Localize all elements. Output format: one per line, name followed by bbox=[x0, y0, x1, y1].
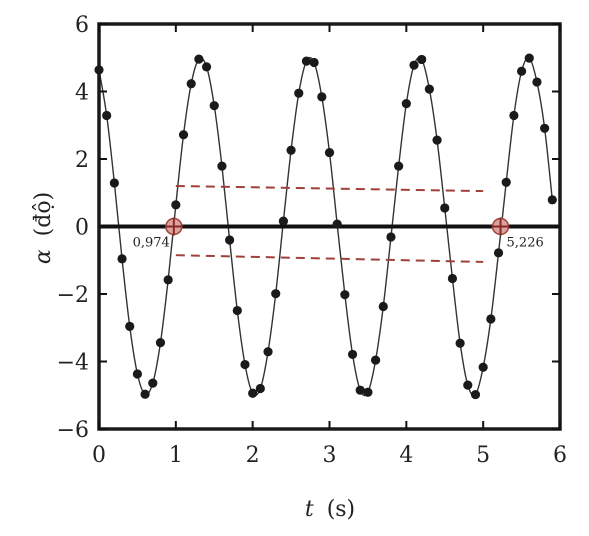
data-point bbox=[286, 145, 296, 155]
data-point bbox=[347, 349, 358, 360]
y-tick-label: −4 bbox=[57, 351, 89, 376]
data-point bbox=[240, 359, 250, 370]
x-axis-unit: (s) bbox=[327, 497, 355, 522]
data-point bbox=[271, 289, 281, 299]
data-point bbox=[516, 66, 527, 76]
data-point bbox=[547, 195, 557, 205]
data-point bbox=[340, 290, 350, 300]
data-point bbox=[324, 147, 335, 158]
data-point bbox=[178, 130, 189, 140]
data-point bbox=[470, 389, 481, 400]
data-point bbox=[217, 161, 227, 171]
reference-lines bbox=[175, 185, 484, 263]
data-point bbox=[447, 273, 458, 284]
y-axis-var: α bbox=[31, 249, 56, 264]
y-tick-label: 2 bbox=[75, 148, 89, 173]
data-point bbox=[155, 338, 166, 348]
data-point bbox=[125, 321, 135, 331]
data-point bbox=[478, 362, 488, 372]
highlight-points: 0,974 5,226 bbox=[133, 217, 544, 251]
y-tick-label: −6 bbox=[57, 418, 89, 443]
data-point bbox=[509, 110, 519, 121]
data-point bbox=[540, 123, 550, 133]
data-point bbox=[201, 62, 212, 72]
data-point bbox=[486, 314, 496, 324]
y-axis-unit: (độ) bbox=[31, 192, 56, 237]
y-tick-label: 4 bbox=[75, 81, 89, 106]
y-tick-label: −2 bbox=[57, 283, 89, 308]
data-point bbox=[278, 216, 288, 226]
y-tick-label: 6 bbox=[75, 13, 89, 38]
data-point bbox=[301, 56, 312, 66]
reference-line-0 bbox=[175, 185, 484, 193]
data-point bbox=[409, 60, 419, 70]
highlight-label-0: 0,974 bbox=[133, 236, 170, 251]
data-point bbox=[140, 389, 150, 399]
data-point bbox=[501, 177, 511, 187]
data-point bbox=[386, 232, 396, 242]
data-point bbox=[117, 254, 127, 264]
data-point bbox=[225, 235, 235, 245]
data-point bbox=[378, 301, 388, 312]
x-tick-label: 5 bbox=[476, 443, 490, 468]
data-point bbox=[148, 378, 158, 388]
data-point bbox=[424, 84, 434, 94]
data-point bbox=[317, 92, 327, 102]
data-point bbox=[440, 203, 450, 213]
x-tick-label: 2 bbox=[246, 443, 260, 468]
data-point bbox=[355, 385, 365, 395]
data-point bbox=[109, 178, 119, 188]
data-point bbox=[232, 305, 242, 316]
x-tick-label: 4 bbox=[399, 443, 413, 468]
data-point bbox=[194, 54, 204, 64]
x-tick-label: 3 bbox=[323, 443, 337, 468]
data-point bbox=[309, 57, 319, 68]
x-tick-label: 6 bbox=[553, 443, 567, 468]
axis-ticks bbox=[98, 23, 561, 430]
data-point bbox=[186, 79, 196, 89]
data-point bbox=[132, 369, 143, 379]
tick-labels: 0 1 2 3 4 5 6 −6 −4 −2 0 2 4 6 bbox=[57, 13, 567, 468]
data-point bbox=[263, 347, 273, 357]
data-point bbox=[209, 101, 219, 111]
x-axis-title: t (s) bbox=[305, 497, 355, 522]
data-point bbox=[163, 275, 173, 285]
data-point bbox=[102, 110, 112, 121]
data-points bbox=[94, 53, 557, 400]
data-point bbox=[255, 383, 265, 394]
x-axis-var: t bbox=[305, 497, 314, 522]
data-point bbox=[417, 54, 427, 65]
data-point bbox=[532, 77, 542, 87]
highlight-point-1 bbox=[491, 217, 510, 236]
x-tick-label: 0 bbox=[92, 443, 106, 468]
data-point bbox=[493, 248, 504, 258]
data-point bbox=[171, 200, 181, 210]
data-point bbox=[401, 99, 411, 109]
data-point bbox=[294, 88, 304, 98]
reference-line-1 bbox=[175, 254, 484, 263]
data-point bbox=[371, 355, 381, 365]
data-point bbox=[248, 388, 258, 398]
y-tick-label: 0 bbox=[75, 216, 89, 241]
data-point bbox=[363, 387, 373, 397]
data-point bbox=[394, 161, 404, 171]
data-point bbox=[463, 380, 473, 390]
highlight-label-1: 5,226 bbox=[507, 236, 544, 251]
data-point bbox=[332, 219, 342, 229]
highlight-point-0 bbox=[164, 217, 183, 236]
y-axis-title: α (độ) bbox=[31, 192, 56, 264]
data-point bbox=[524, 53, 534, 63]
x-tick-label: 1 bbox=[169, 443, 183, 468]
data-point bbox=[455, 338, 465, 348]
data-point bbox=[432, 135, 442, 145]
